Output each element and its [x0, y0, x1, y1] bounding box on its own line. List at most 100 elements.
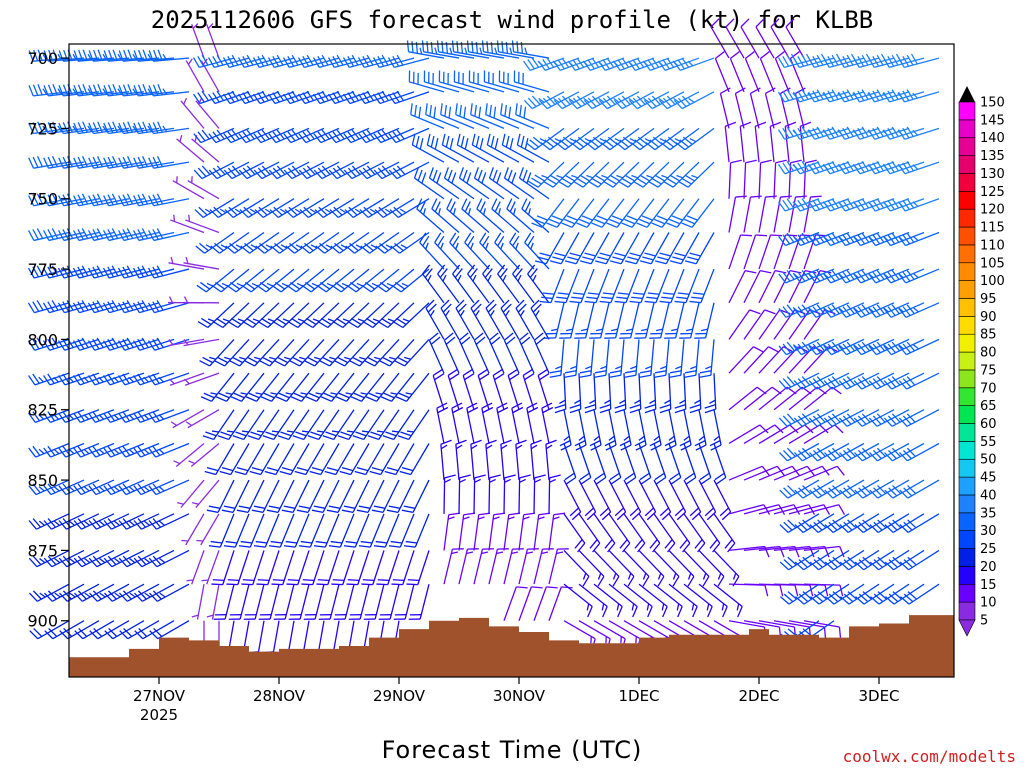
wind-barb — [226, 268, 265, 293]
colorbar-tick-label: 25 — [980, 542, 997, 557]
wind-barb — [488, 512, 506, 551]
wind-barb — [554, 268, 580, 304]
wind-barb — [283, 127, 325, 144]
wind-barb — [823, 338, 865, 356]
wind-barb — [364, 338, 400, 367]
wind-barb — [243, 584, 265, 620]
wind-barb — [225, 231, 265, 254]
wind-barb — [518, 167, 550, 200]
wind-barb — [317, 302, 355, 329]
wind-barb — [778, 409, 820, 427]
wind-barb — [518, 474, 531, 514]
wind-barb — [103, 84, 145, 97]
wind-barb — [73, 549, 115, 568]
wind-barb — [743, 424, 784, 445]
wind-barb — [423, 70, 460, 93]
wind-barb — [683, 549, 710, 587]
wind-barb — [639, 232, 670, 265]
wind-barb — [885, 583, 925, 605]
wind-barb — [43, 549, 85, 568]
wind-barb — [634, 302, 655, 339]
wind-barb — [654, 232, 685, 265]
wind-barb — [524, 232, 550, 270]
wind-barb — [187, 176, 220, 200]
wind-barb — [148, 121, 190, 135]
wind-barb — [583, 91, 625, 110]
wind-barb — [623, 479, 642, 521]
wind-barb — [447, 368, 460, 410]
wind-barb — [649, 302, 670, 339]
wind-barb — [743, 309, 776, 340]
wind-barb — [477, 368, 490, 410]
wind-barb — [758, 346, 794, 374]
wind-barb — [482, 264, 505, 304]
wind-barb — [148, 156, 190, 169]
wind-barb — [28, 513, 70, 530]
wind-barb — [148, 193, 190, 207]
wind-barb — [193, 127, 235, 144]
wind-barb — [615, 127, 655, 151]
wind-barb — [199, 338, 235, 367]
wind-barb — [639, 339, 655, 378]
wind-barb — [755, 18, 775, 59]
wind-barb — [408, 584, 430, 620]
wind-barb — [259, 338, 295, 367]
wind-barb — [440, 439, 452, 481]
wind-barb — [719, 87, 731, 129]
wind-barb — [467, 264, 490, 304]
wind-barb — [458, 548, 479, 585]
wind-barb — [384, 443, 415, 476]
wind-barb — [440, 103, 475, 130]
wind-barb — [563, 549, 590, 587]
wind-barb — [559, 302, 580, 339]
colorbar-swatch — [958, 369, 976, 389]
wind-barb — [391, 550, 415, 586]
wind-barb — [172, 176, 205, 200]
wind-barb — [268, 161, 310, 180]
wind-barb — [788, 424, 829, 445]
wind-barb — [744, 51, 760, 93]
wind-barb — [277, 409, 310, 441]
wind-barb — [515, 439, 527, 481]
wind-barb — [545, 439, 557, 481]
colorbar-swatch — [958, 351, 976, 371]
wind-barb — [257, 302, 295, 329]
wind-barb — [211, 268, 250, 293]
wind-barb — [103, 583, 145, 602]
wind-barb — [200, 372, 235, 402]
wind-barb — [506, 198, 535, 233]
wind-barb — [638, 513, 661, 553]
wind-barb — [824, 442, 865, 462]
colorbar-tick-label: 30 — [980, 524, 997, 539]
wind-barb — [133, 479, 175, 496]
wind-barb — [369, 443, 400, 476]
wind-barb — [195, 231, 235, 254]
wind-barb — [628, 91, 670, 110]
wind-barb — [823, 372, 865, 390]
wind-barb — [224, 198, 265, 218]
colorbar-swatch — [958, 262, 976, 281]
wind-barb — [854, 479, 895, 499]
wind-barb — [638, 479, 657, 521]
wind-barb — [698, 513, 721, 553]
y-tick-label: 875 — [27, 541, 58, 560]
colorbar-swatch — [958, 441, 976, 460]
wind-barb — [191, 23, 205, 59]
wind-barb — [673, 57, 715, 71]
wind-barb — [304, 338, 340, 367]
colorbar-tick-label: 135 — [980, 149, 1005, 164]
wind-barb — [148, 372, 190, 386]
x-tick-label: 30NOV — [493, 687, 546, 705]
wind-barb — [498, 70, 535, 93]
wind-barb — [28, 442, 70, 458]
wind-barb — [348, 584, 370, 620]
wind-barb — [803, 620, 842, 639]
colorbar-top-arrow — [959, 86, 975, 102]
wind-barb — [497, 264, 520, 304]
wind-barb — [462, 368, 475, 410]
wind-barb — [453, 70, 490, 93]
wind-barb — [388, 127, 430, 144]
wind-barb — [589, 302, 610, 339]
wind-barb — [133, 583, 175, 602]
wind-barb — [28, 549, 70, 568]
